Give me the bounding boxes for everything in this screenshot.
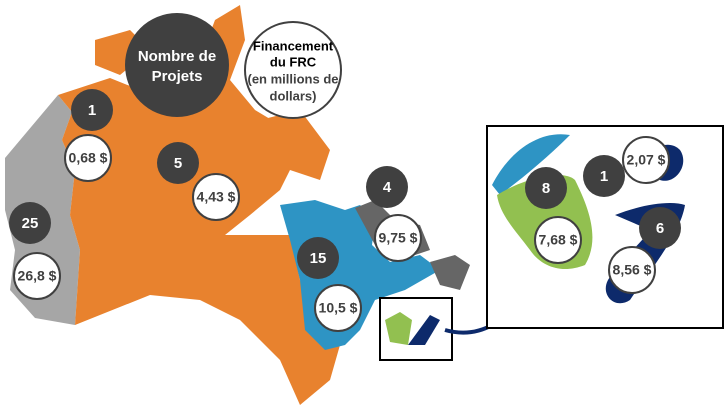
legend-projects-label: Nombre de: [138, 48, 216, 65]
funding-amount: 2,07 $: [627, 152, 666, 168]
legend-projects-circle: [125, 13, 229, 117]
legend-projects-label: Projets: [152, 68, 203, 85]
funding-circle: [192, 173, 240, 221]
projects-count: 1: [600, 168, 608, 185]
legend-funding-label: Financement: [253, 38, 334, 53]
region-newfoundland-island: [430, 255, 470, 290]
projects-count: 4: [383, 179, 392, 196]
projects-circle: [525, 167, 567, 209]
projects-count: 6: [656, 220, 664, 237]
projects-circle: [639, 207, 681, 249]
projects-circle: [9, 202, 51, 244]
projects-circle: [366, 166, 408, 208]
region-nb-small: [385, 312, 412, 345]
legend-funding-note: (en millions de: [247, 71, 338, 86]
legend: Nombre de Projets Financement du FRC (en…: [125, 13, 342, 119]
funding-circle: [608, 246, 656, 294]
funding-circle: [13, 252, 61, 300]
funding-circle: [622, 136, 670, 184]
projects-count: 1: [88, 102, 96, 119]
projects-count: 25: [22, 215, 39, 232]
legend-funding-note: dollars): [270, 88, 317, 103]
region-islands: [260, 110, 330, 180]
projects-count: 15: [310, 250, 327, 267]
funding-circle: [534, 216, 582, 264]
projects-count: 5: [174, 155, 182, 172]
projects-circle: [297, 237, 339, 279]
projects-count: 8: [542, 180, 550, 197]
locator-box: [379, 297, 453, 361]
funding-circle: [374, 214, 422, 262]
projects-circle: [71, 89, 113, 131]
funding-amount: 10,5 $: [319, 300, 358, 316]
legend-funding-circle: [244, 21, 342, 119]
funding-amount: 7,68 $: [539, 232, 578, 248]
funding-circle: [314, 284, 362, 332]
projects-circle: [583, 155, 625, 197]
legend-funding-label: du FRC: [270, 54, 317, 69]
region-ns-small: [408, 315, 440, 345]
funding-amount: 26,8 $: [18, 268, 57, 284]
funding-circle: [64, 134, 112, 182]
funding-amount: 4,43 $: [197, 189, 236, 205]
funding-amount: 9,75 $: [379, 230, 418, 246]
funding-amount: 8,56 $: [613, 262, 652, 278]
projects-circle: [157, 142, 199, 184]
inset-quebec: [492, 134, 570, 195]
funding-amount: 0,68 $: [69, 150, 108, 166]
